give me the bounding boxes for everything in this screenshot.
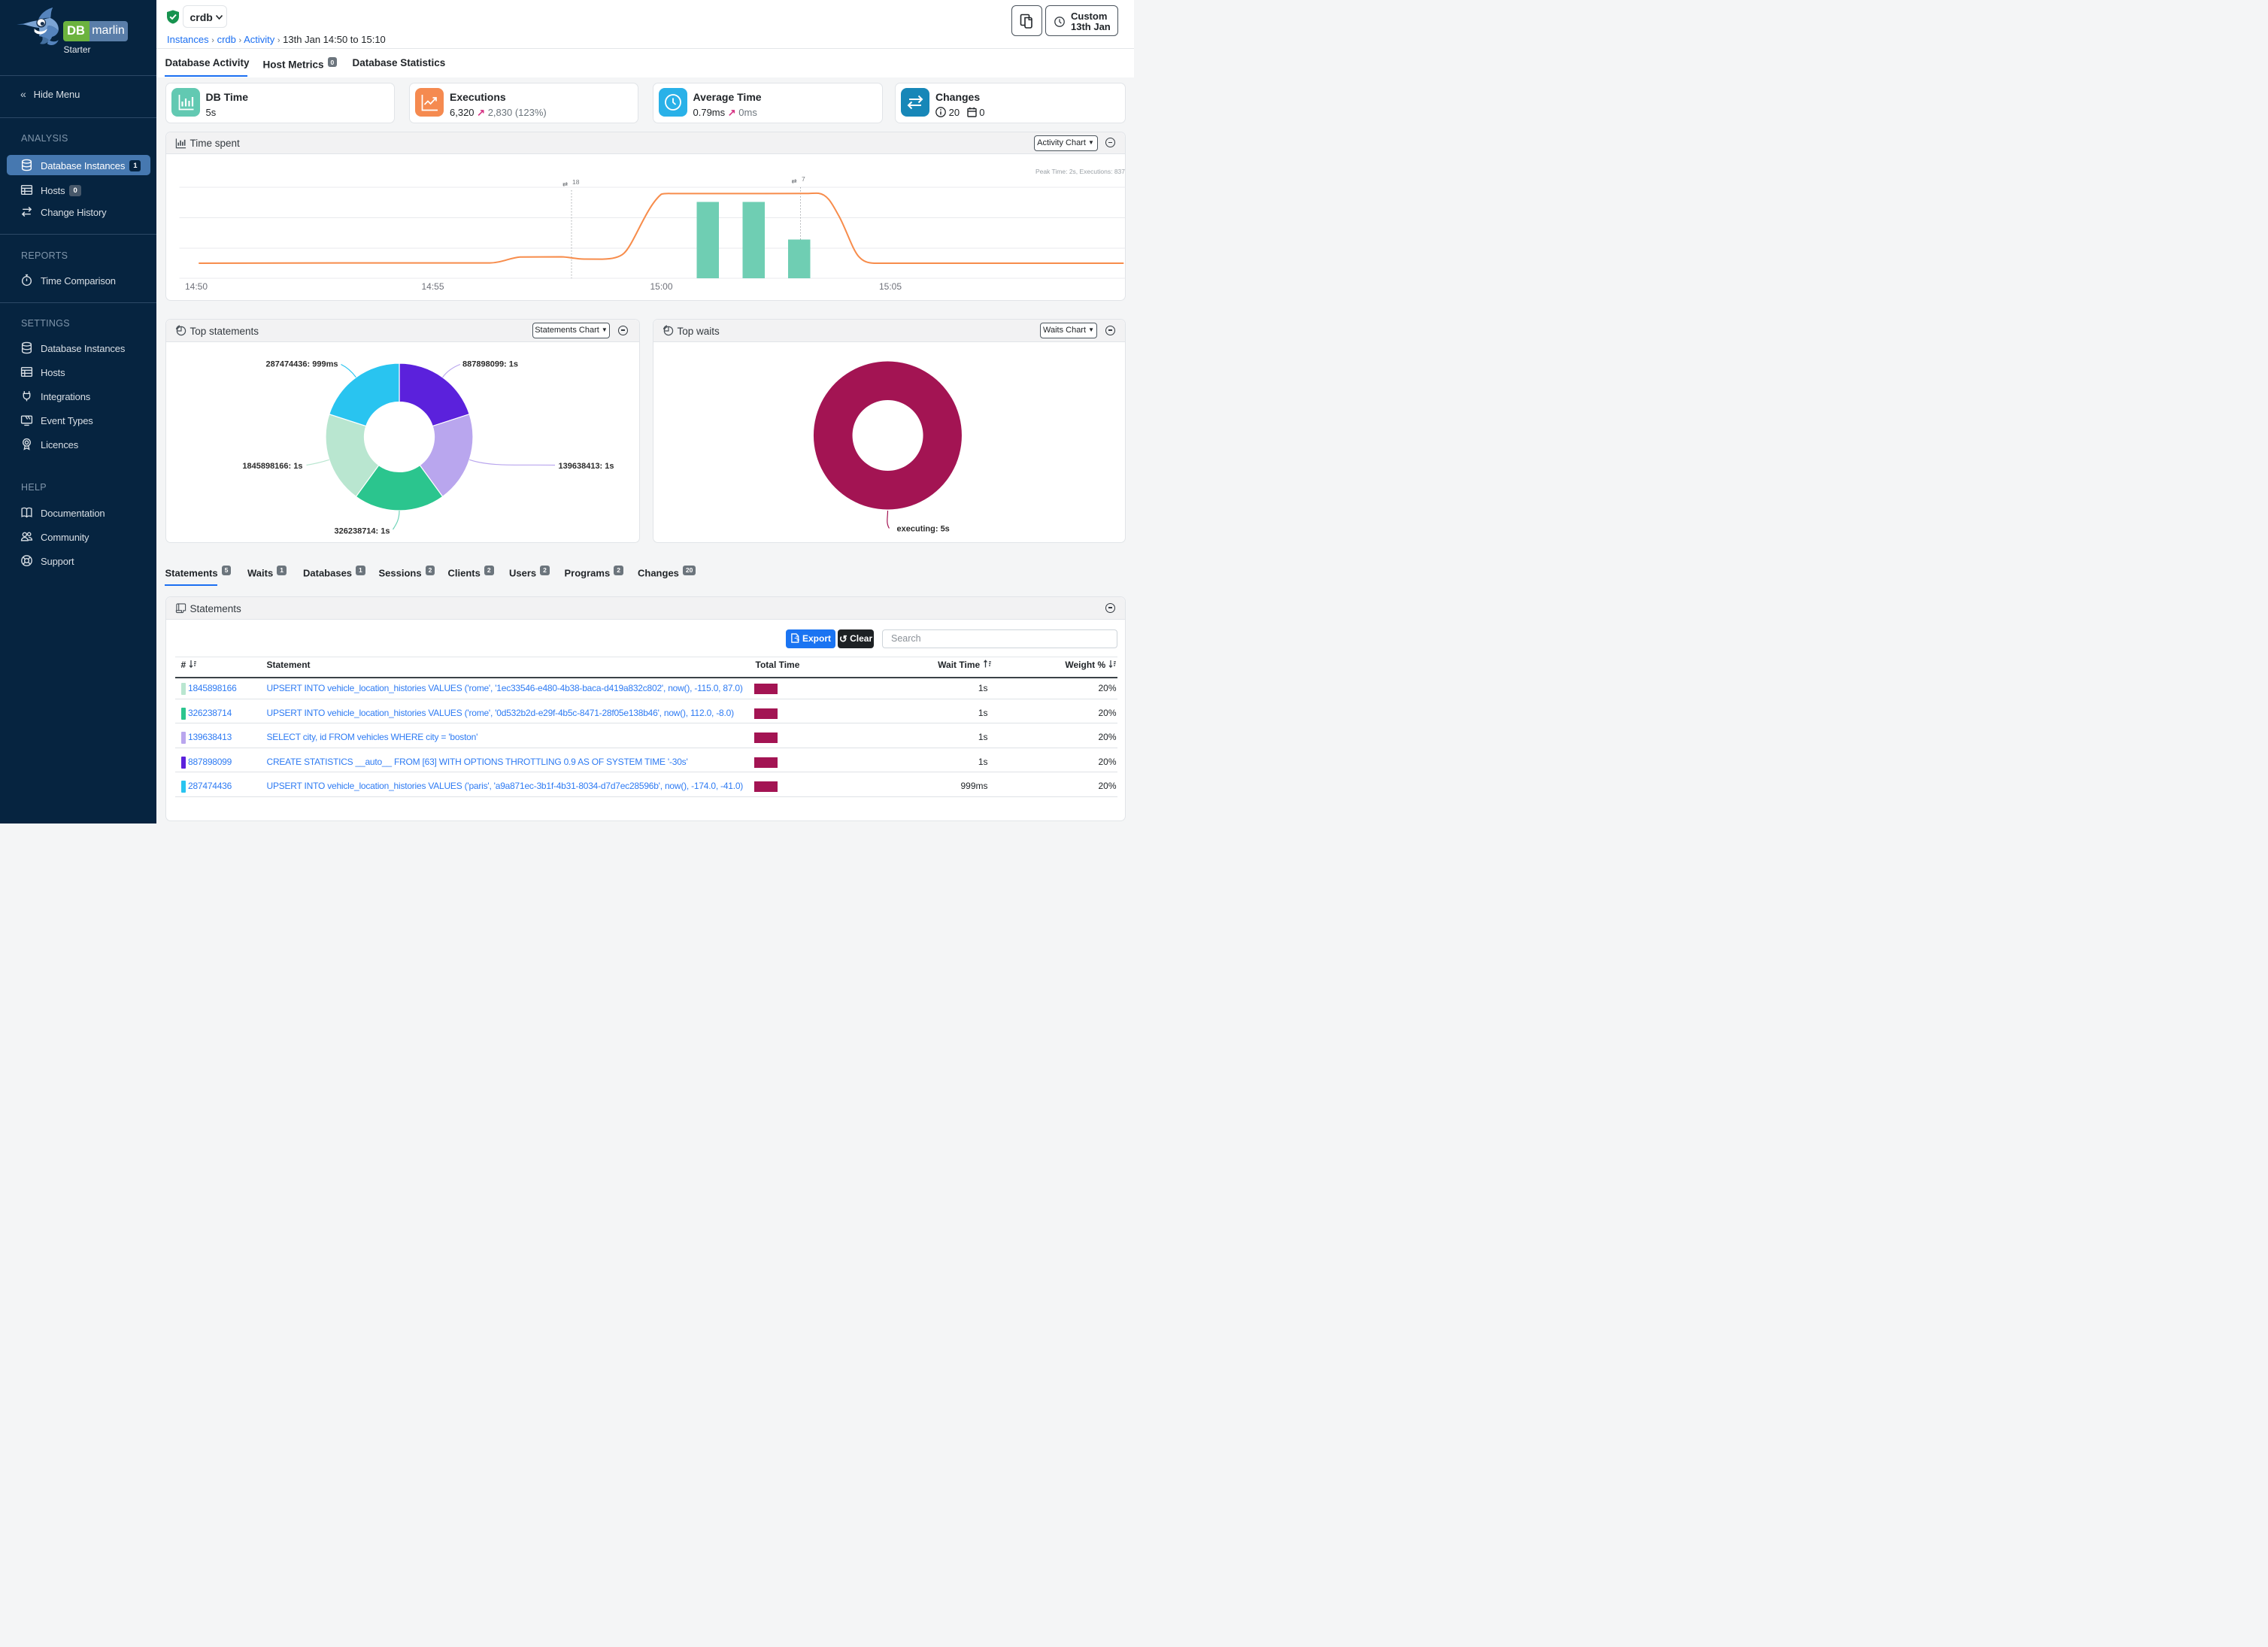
svg-text:⇄: ⇄: [562, 180, 569, 188]
svg-text:139638413: 1s: 139638413: 1s: [558, 462, 614, 471]
svg-text:15:00: 15:00: [650, 281, 672, 292]
svg-text:326238714: 1s: 326238714: 1s: [334, 526, 390, 535]
svg-text:14:50: 14:50: [184, 281, 207, 292]
svg-text:887898099: 1s: 887898099: 1s: [462, 359, 518, 369]
svg-text:⇄: ⇄: [791, 177, 797, 185]
svg-text:287474436: 999ms: 287474436: 999ms: [265, 359, 338, 369]
svg-text:18: 18: [572, 178, 580, 186]
svg-text:1845898166: 1s: 1845898166: 1s: [242, 462, 302, 471]
svg-text:Peak Time: 2s, Executions: 837: Peak Time: 2s, Executions: 837: [1035, 168, 1124, 175]
svg-text:7: 7: [802, 175, 805, 183]
svg-text:executing: 5s: executing: 5s: [896, 524, 949, 533]
svg-text:14:55: 14:55: [421, 281, 444, 292]
svg-text:15:05: 15:05: [878, 281, 901, 292]
